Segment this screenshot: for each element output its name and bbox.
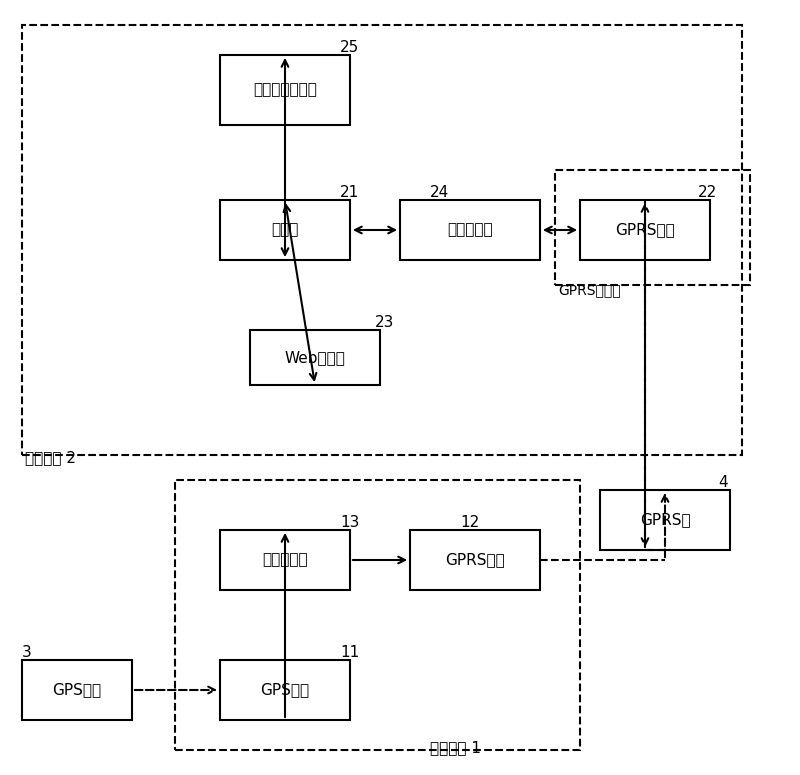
Text: 12: 12 <box>460 515 479 530</box>
Bar <box>220 200 350 260</box>
Text: 数据库: 数据库 <box>271 222 298 237</box>
Text: 25: 25 <box>340 40 359 55</box>
Text: 信息查询服务器: 信息查询服务器 <box>253 82 317 98</box>
Text: 中央处理器: 中央处理器 <box>262 553 308 567</box>
Text: 3: 3 <box>22 645 32 660</box>
Text: GPS卫星: GPS卫星 <box>53 683 102 698</box>
Bar <box>22 25 742 455</box>
Bar <box>220 530 350 590</box>
Text: GPRS模块: GPRS模块 <box>445 553 505 567</box>
Text: 13: 13 <box>340 515 359 530</box>
Bar <box>22 660 132 720</box>
Bar <box>400 200 540 260</box>
Text: GPS模块: GPS模块 <box>261 683 310 698</box>
Text: Web服务器: Web服务器 <box>285 350 346 365</box>
Text: 网管服务器: 网管服务器 <box>447 222 493 237</box>
Bar <box>220 660 350 720</box>
Text: 4: 4 <box>718 475 728 490</box>
Bar <box>220 55 350 125</box>
Text: GPRS模块: GPRS模块 <box>615 222 675 237</box>
Text: 23: 23 <box>375 315 394 330</box>
Text: GPRS前置机: GPRS前置机 <box>558 283 621 297</box>
Bar <box>555 170 750 285</box>
Text: 22: 22 <box>698 185 718 200</box>
Text: 21: 21 <box>340 185 359 200</box>
Text: 车载终端 1: 车载终端 1 <box>430 740 481 755</box>
Text: 11: 11 <box>340 645 359 660</box>
Bar <box>175 480 580 750</box>
Bar <box>600 490 730 550</box>
Text: GPRS网: GPRS网 <box>640 512 690 528</box>
Bar <box>410 530 540 590</box>
Text: 服务中心 2: 服务中心 2 <box>25 450 76 465</box>
Bar <box>250 330 380 385</box>
Bar <box>580 200 710 260</box>
Text: 24: 24 <box>430 185 450 200</box>
